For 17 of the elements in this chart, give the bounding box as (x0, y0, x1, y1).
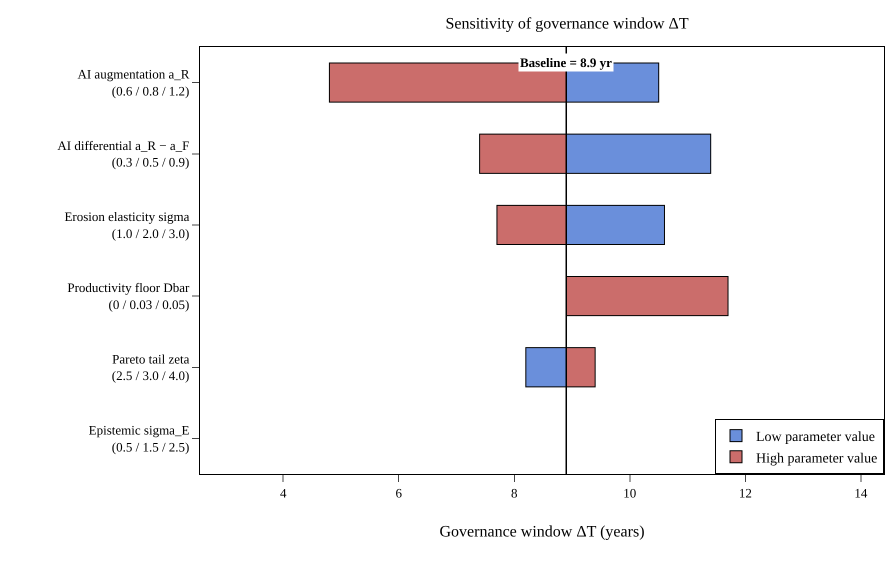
x-tick-label: 4 (280, 486, 287, 501)
y-tick-label: Erosion elasticity sigma (1.0 / 2.0 / 3.0) (64, 209, 190, 241)
y-tick-label: AI augmentation a_R (0.6 / 0.8 / 1.2) (77, 66, 190, 99)
y-tick-label: AI differential a_R − a_F (0.3 / 0.5 / 0.9) (57, 138, 190, 170)
y-tick-label: Epistemic sigma_E (0.5 / 1.5 / 2.5) (88, 422, 190, 454)
x-tick-label: 10 (623, 486, 636, 501)
x-tick-label: 14 (854, 486, 868, 501)
chart-title: Sensitivity of governance window ΔT (445, 15, 689, 32)
legend-label: Low parameter value (756, 430, 875, 446)
legend-label: High parameter value (756, 451, 878, 466)
x-tick-label: 6 (395, 486, 402, 501)
y-tick-label: Productivity floor Dbar (0 / 0.03 / 0.05) (67, 280, 190, 312)
ref-line-label: Baseline = 8.9 yr (520, 55, 612, 70)
x-tick-label: 8 (511, 486, 518, 501)
x-tick-label: 12 (738, 486, 752, 501)
y-tick-label: Pareto tail zeta (2.5 / 3.0 / 4.0) (112, 351, 190, 384)
x-axis-title: Governance window ΔT (years) (439, 523, 645, 540)
